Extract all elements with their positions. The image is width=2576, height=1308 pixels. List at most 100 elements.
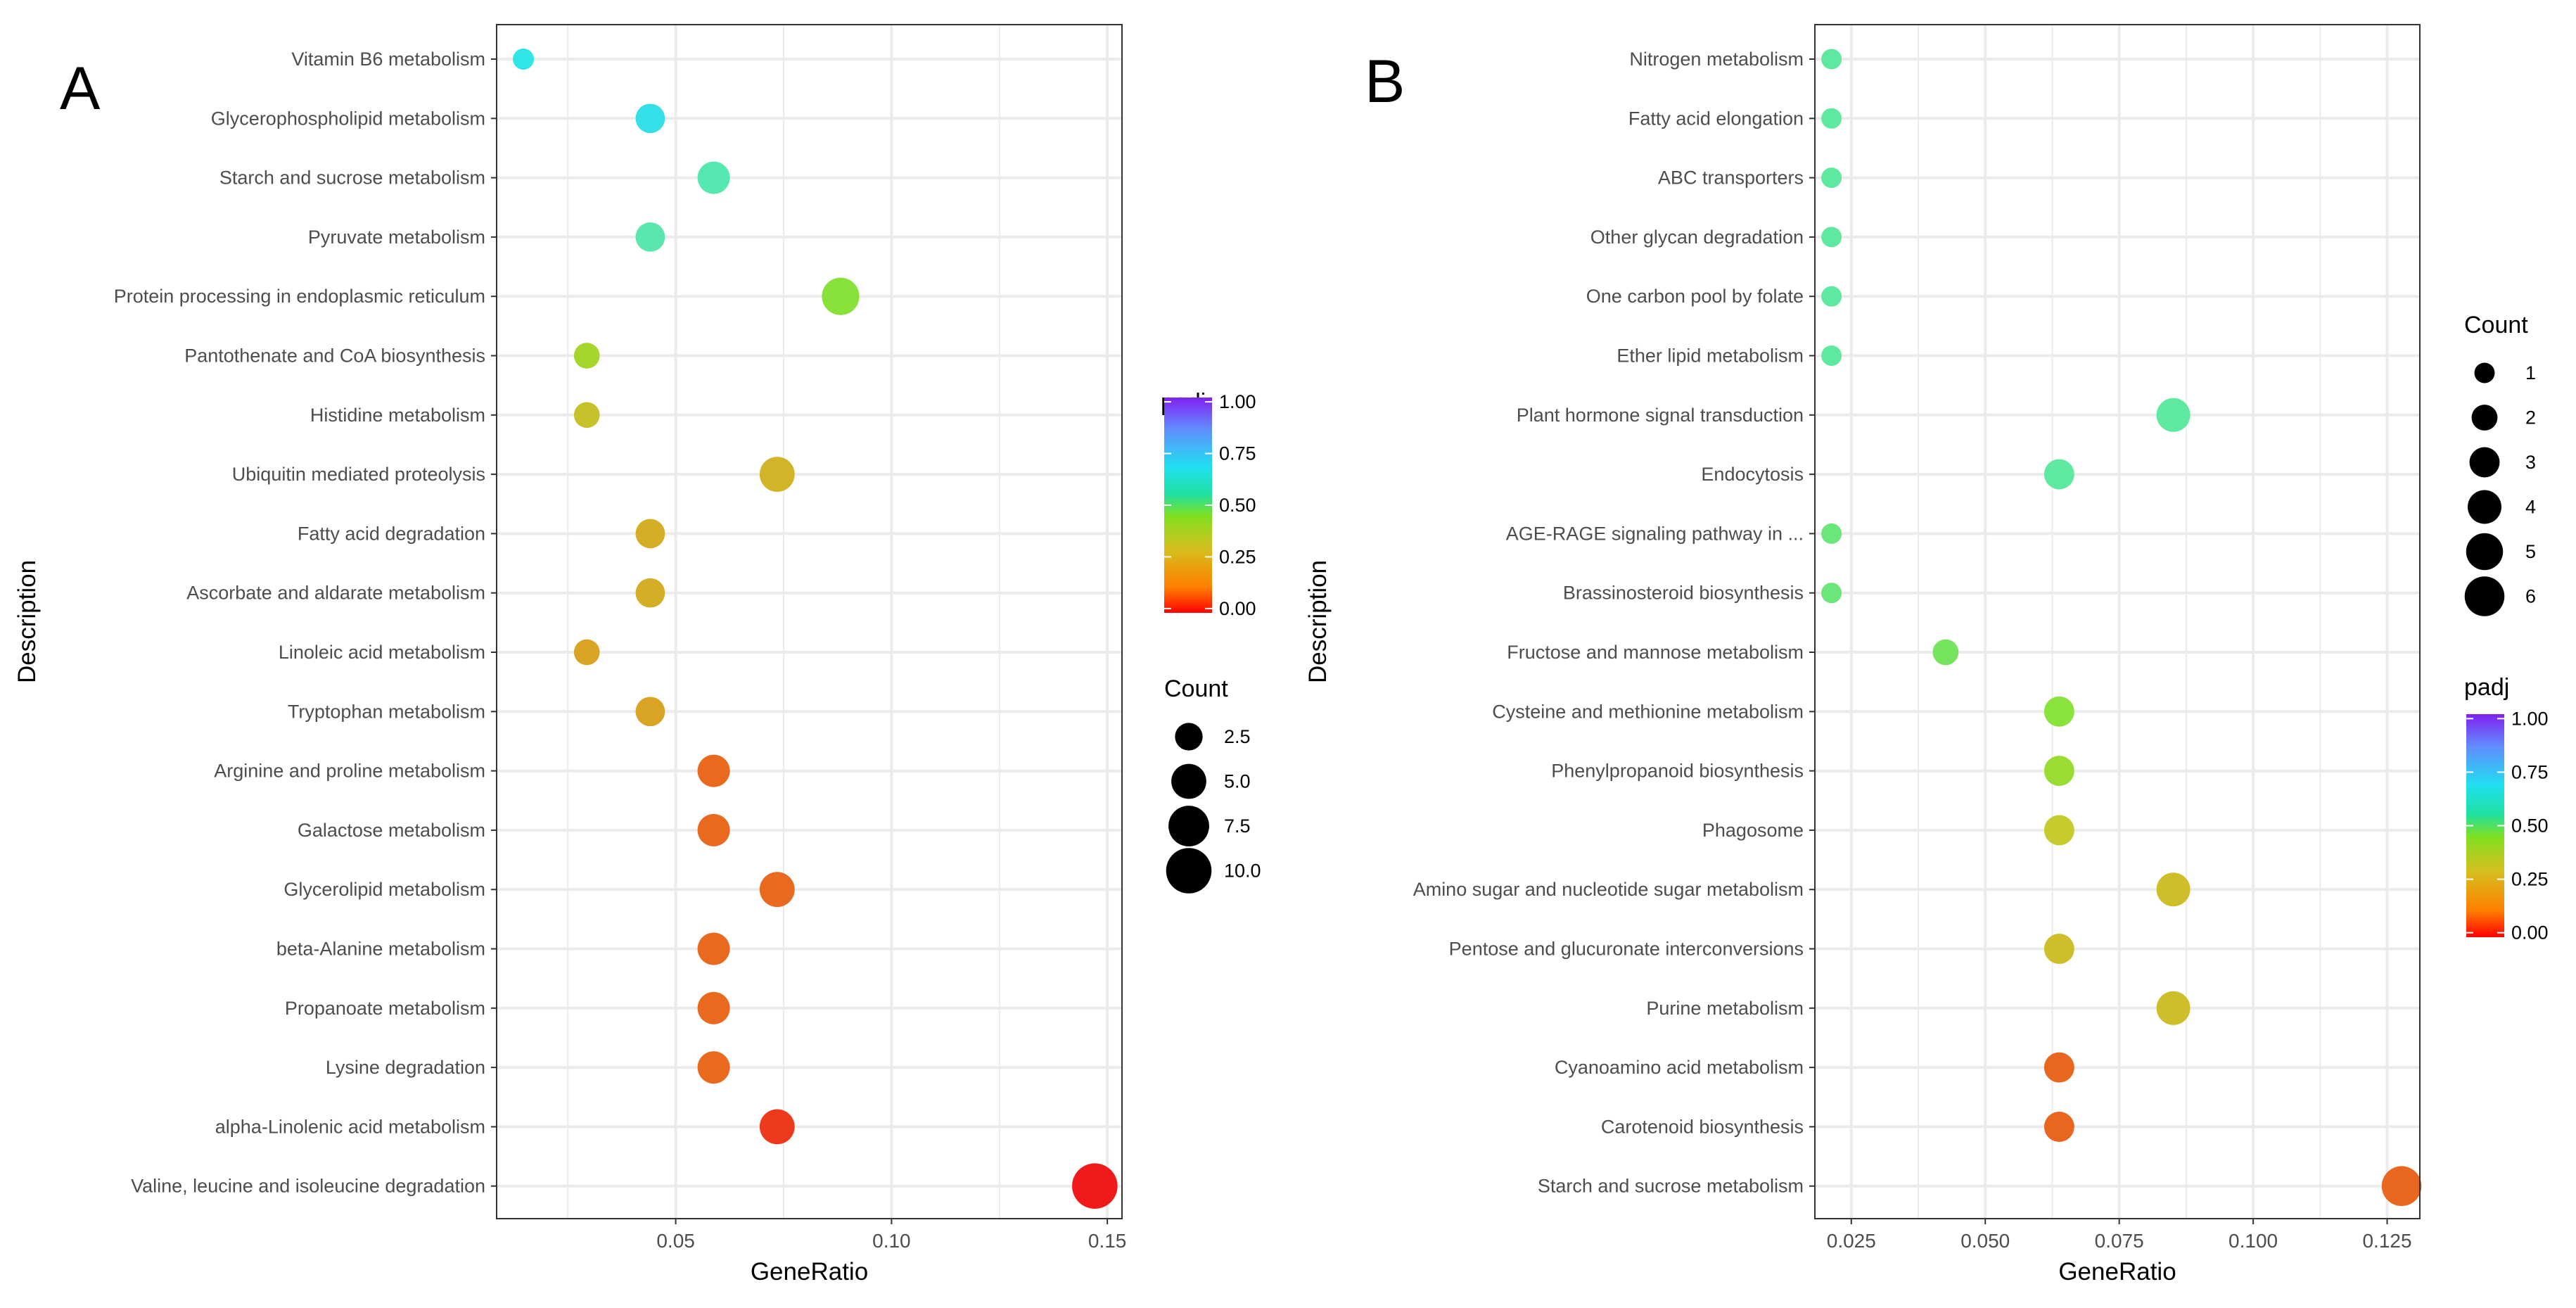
count-legend-label: 2 xyxy=(2525,407,2536,428)
data-points-a xyxy=(513,49,1118,1209)
y-tick-label: Starch and sucrose metabolism xyxy=(1538,1176,1804,1197)
plot-grid-b xyxy=(1815,25,2420,1219)
data-point xyxy=(635,222,665,252)
y-tick-label: Arginine and proline metabolism xyxy=(214,761,485,782)
panel-label-a: A xyxy=(60,55,101,122)
y-tick-label: Propanoate metabolism xyxy=(285,998,485,1019)
padj-colorbar-a xyxy=(1164,398,1212,613)
data-point xyxy=(1821,345,1842,366)
data-point xyxy=(697,991,730,1024)
data-point xyxy=(697,932,730,965)
data-point xyxy=(697,813,730,846)
count-legend-entries-a: 2.5 5.0 7.5 10.0 xyxy=(1166,723,1261,894)
count-legend-b: Count 1 2 3 4 5 6 xyxy=(2464,312,2536,616)
y-tick-label: Ether lipid metabolism xyxy=(1617,345,1804,367)
y-axis-title-b: Description xyxy=(1304,560,1332,683)
count-legend-label: 2.5 xyxy=(1224,726,1251,747)
count-legend-dot xyxy=(2466,533,2504,571)
y-axis-labels-a: Vitamin B6 metabolism Glycerophospholipid… xyxy=(114,49,497,1197)
data-point xyxy=(2381,1166,2422,1206)
data-point xyxy=(759,457,795,492)
count-legend-dot xyxy=(2474,362,2495,383)
plot-frame-a xyxy=(496,24,1123,1219)
y-tick-label: Purine metabolism xyxy=(1646,998,1804,1019)
padj-legend-b: padj 1.00 0.75 0.50 0.25 0.00 xyxy=(2464,674,2549,944)
data-point xyxy=(635,697,665,727)
count-legend-dot xyxy=(1168,806,1209,846)
x-tick-label: 0.050 xyxy=(1960,1230,2010,1252)
plot-frame-b xyxy=(1814,24,2421,1219)
data-point xyxy=(759,1109,795,1145)
y-tick-label: Pentose and glucuronate interconversions xyxy=(1449,939,1804,960)
y-tick-label: Amino sugar and nucleotide sugar metabol… xyxy=(1413,879,1804,900)
data-point xyxy=(1932,639,1959,666)
padj-legend-a: padj 1.000.750.500.250.00 xyxy=(1161,389,1256,619)
y-tick-label: Nitrogen metabolism xyxy=(1629,49,1804,70)
x-tick-label: 0.125 xyxy=(2362,1230,2411,1252)
y-tick-label: Glycerolipid metabolism xyxy=(283,879,485,900)
y-tick-label: Phenylpropanoid biosynthesis xyxy=(1551,761,1804,782)
padj-legend-ticks-b: 1.00 0.75 0.50 0.25 0.00 xyxy=(2466,708,2549,944)
data-point xyxy=(1821,108,1842,129)
y-tick-label: alpha-Linolenic acid metabolism xyxy=(215,1116,485,1137)
y-tick-label: Fatty acid elongation xyxy=(1628,108,1804,129)
padj-tick-label: 0.75 xyxy=(1219,443,1256,464)
count-legend-label: 6 xyxy=(2525,586,2536,607)
plot-background xyxy=(1815,25,2420,1219)
padj-tick-label: 1.00 xyxy=(1219,391,1256,412)
x-tick-label: 0.075 xyxy=(2095,1230,2144,1252)
y-tick-label: Ubiquitin mediated proteolysis xyxy=(232,464,485,485)
data-point xyxy=(1821,523,1842,544)
y-tick-label: Cysteine and methionine metabolism xyxy=(1492,701,1804,722)
x-tick-label: 0.025 xyxy=(1827,1230,1876,1252)
data-point xyxy=(697,1051,730,1084)
y-axis-labels-b: Nitrogen metabolism Fatty acid elongation… xyxy=(1413,49,1815,1197)
y-tick-label: Linoleic acid metabolism xyxy=(279,642,485,663)
y-tick-label: Endocytosis xyxy=(1701,464,1804,485)
y-axis-title-a: Description xyxy=(13,560,41,683)
y-tick-label: Pantothenate and CoA biosynthesis xyxy=(184,345,485,367)
plot-grid-a xyxy=(497,25,1122,1219)
count-legend-label: 1 xyxy=(2525,362,2536,383)
data-point xyxy=(697,754,730,787)
count-legend-dot xyxy=(1171,763,1206,799)
count-legend-a: Count 2.5 5.0 7.5 10.0 xyxy=(1164,675,1261,894)
count-legend-label: 4 xyxy=(2525,497,2536,518)
y-tick-label: Histidine metabolism xyxy=(310,405,485,426)
data-point xyxy=(697,161,730,194)
x-axis-title-a: GeneRatio xyxy=(751,1258,868,1285)
x-axis-title-b: GeneRatio xyxy=(2058,1258,2176,1285)
y-tick-label: Vitamin B6 metabolism xyxy=(291,49,485,70)
data-point xyxy=(2043,1052,2074,1083)
count-legend-dot xyxy=(2464,576,2505,616)
y-tick-label: Carotenoid biosynthesis xyxy=(1601,1116,1804,1137)
y-tick-label: Fructose and mannose metabolism xyxy=(1507,642,1804,663)
panel-label-b: B xyxy=(1365,48,1405,115)
y-tick-label: Pyruvate metabolism xyxy=(308,227,485,248)
x-tick-label: 0.05 xyxy=(656,1230,695,1252)
panel-a: A Vitamin B6 metabolism Glycerophospholip… xyxy=(13,24,1261,1285)
data-point xyxy=(2156,872,2191,907)
count-legend-label: 3 xyxy=(2525,452,2536,473)
data-point xyxy=(822,277,860,315)
data-point xyxy=(635,519,665,549)
y-tick-label: Cyanoamino acid metabolism xyxy=(1555,1057,1804,1078)
count-legend-dot xyxy=(1166,848,1212,894)
data-point xyxy=(1821,583,1842,604)
y-tick-label: Fatty acid degradation xyxy=(298,523,485,544)
data-point xyxy=(2156,991,2191,1025)
y-tick-label: Ascorbate and aldarate metabolism xyxy=(186,583,485,604)
x-axis-labels-b: 0.025 0.050 0.075 0.100 0.125 xyxy=(1827,1219,2412,1252)
count-legend-title-a: Count xyxy=(1164,675,1228,702)
padj-tick-label: 0.25 xyxy=(2511,869,2549,890)
x-tick-label: 0.15 xyxy=(1088,1230,1127,1252)
x-tick-label: 0.100 xyxy=(2229,1230,2278,1252)
count-legend-dot xyxy=(2471,405,2498,431)
data-point xyxy=(1821,167,1842,189)
count-legend-dot xyxy=(1175,723,1203,751)
count-legend-label: 10.0 xyxy=(1224,861,1261,882)
padj-tick-label: 0.50 xyxy=(2511,815,2549,837)
count-legend-dot xyxy=(2468,490,2501,524)
panel-b: B Nitrogen metabolism Fatty acid elongati… xyxy=(1304,24,2549,1285)
